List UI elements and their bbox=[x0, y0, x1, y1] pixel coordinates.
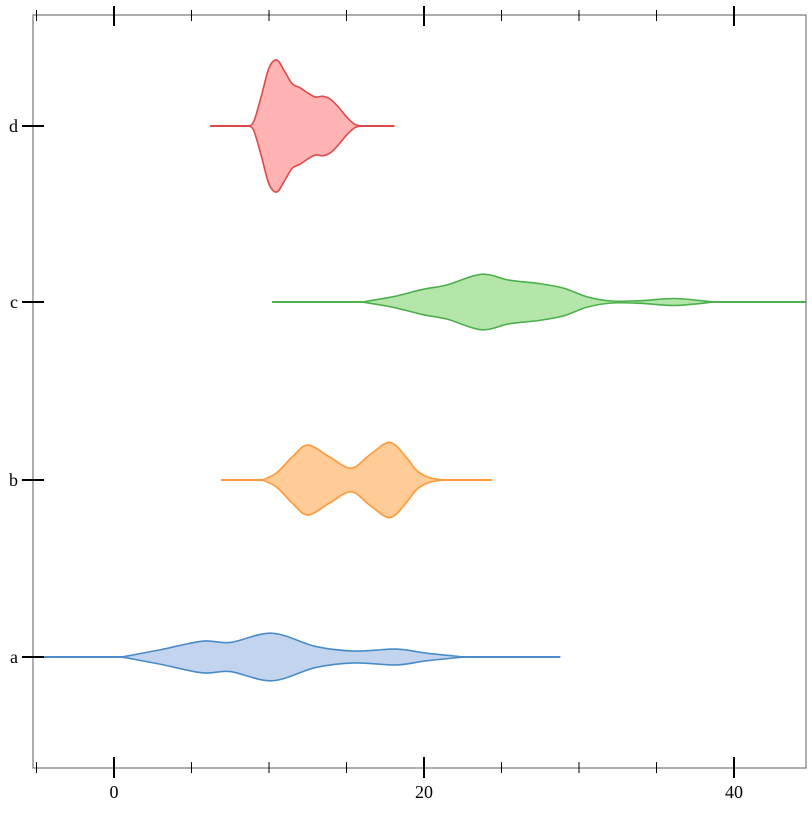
y-tick-label: c bbox=[10, 292, 18, 312]
violin-body bbox=[361, 273, 714, 331]
violin-a bbox=[33, 632, 561, 682]
x-axis: 0 20 40 bbox=[36, 6, 743, 802]
violin-body bbox=[245, 59, 364, 193]
plot-frame bbox=[32, 14, 807, 769]
y-tick-label: a bbox=[10, 647, 18, 667]
y-tick-label: d bbox=[9, 116, 18, 136]
violin-body bbox=[261, 441, 443, 519]
x-tick-label: 40 bbox=[725, 782, 743, 802]
violin-c bbox=[272, 273, 806, 331]
violin-b bbox=[220, 441, 493, 519]
x-tick-label: 0 bbox=[110, 782, 119, 802]
y-axis: a b c d bbox=[9, 116, 44, 667]
violin-body bbox=[121, 632, 465, 682]
x-tick-label: 20 bbox=[415, 782, 433, 802]
violin-d bbox=[210, 59, 395, 193]
violins bbox=[33, 59, 806, 682]
y-tick-label: b bbox=[9, 470, 18, 490]
